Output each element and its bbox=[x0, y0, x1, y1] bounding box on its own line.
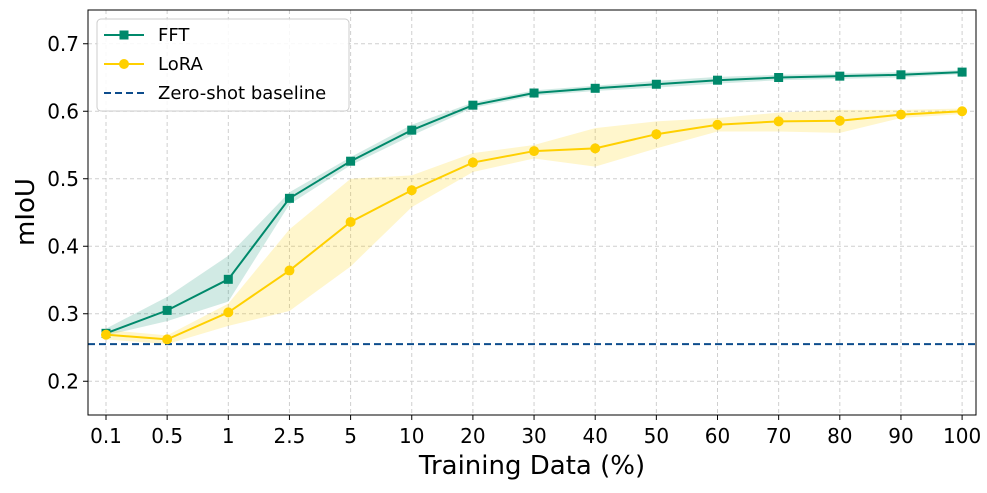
point-lora bbox=[284, 265, 295, 276]
point-fft bbox=[774, 73, 784, 82]
point-fft bbox=[468, 100, 478, 110]
series-markers bbox=[101, 67, 968, 345]
x-tick-label: 2.5 bbox=[274, 424, 306, 448]
y-tick-label: 0.3 bbox=[47, 302, 79, 326]
point-lora bbox=[345, 216, 356, 227]
point-fft bbox=[590, 83, 600, 93]
band-fft bbox=[106, 70, 963, 336]
confidence-bands bbox=[106, 70, 963, 345]
band-lora bbox=[106, 108, 963, 345]
legend-fft-marker bbox=[119, 30, 129, 40]
point-lora bbox=[712, 119, 723, 130]
y-tick-label: 0.2 bbox=[47, 369, 79, 393]
plot-frame bbox=[87, 9, 977, 416]
x-tick-label: 70 bbox=[766, 424, 791, 448]
x-tick-label: 90 bbox=[888, 424, 913, 448]
legend-lora-marker bbox=[119, 59, 129, 69]
x-tick-label: 0.1 bbox=[90, 424, 122, 448]
point-lora bbox=[529, 146, 540, 157]
point-lora bbox=[651, 129, 662, 140]
x-tick-label: 20 bbox=[460, 424, 485, 448]
x-tick-label: 60 bbox=[705, 424, 730, 448]
y-tick-label: 0.7 bbox=[47, 32, 79, 56]
point-fft bbox=[957, 67, 967, 77]
y-tick-label: 0.6 bbox=[47, 99, 79, 123]
point-fft bbox=[223, 274, 233, 284]
x-tick-label: 100 bbox=[943, 424, 981, 448]
point-lora bbox=[895, 109, 906, 120]
legend-baseline-label: Zero-shot baseline bbox=[158, 83, 326, 104]
legend-lora-label: LoRA bbox=[158, 54, 204, 75]
y-tick-label: 0.5 bbox=[47, 167, 79, 191]
x-tick-label: 80 bbox=[827, 424, 852, 448]
legend: FFT LoRA Zero-shot baseline bbox=[96, 18, 350, 112]
x-tick-label: 0.5 bbox=[151, 424, 183, 448]
point-fft bbox=[651, 79, 661, 89]
point-fft bbox=[407, 125, 417, 135]
point-lora bbox=[223, 307, 234, 318]
x-tick-label: 30 bbox=[521, 424, 546, 448]
y-tick-label: 0.4 bbox=[47, 234, 79, 258]
x-tick-label: 40 bbox=[582, 424, 607, 448]
legend-fft-label: FFT bbox=[158, 25, 190, 46]
x-tick-label: 50 bbox=[644, 424, 669, 448]
y-axis-title: mIoU bbox=[11, 178, 41, 246]
point-lora bbox=[101, 329, 111, 340]
x-tick-label: 1 bbox=[222, 424, 235, 448]
point-lora bbox=[590, 143, 601, 154]
point-lora bbox=[406, 185, 417, 196]
point-fft bbox=[162, 305, 172, 315]
point-fft bbox=[896, 70, 906, 80]
axis-ticks: 0.1 0.5 1 2.5 5 10 20 30 40 50 60 70 80 90 100 0.2 0.3 0.… bbox=[47, 32, 981, 448]
point-fft bbox=[529, 88, 539, 98]
point-lora bbox=[162, 334, 173, 345]
x-tick-label: 5 bbox=[344, 424, 357, 448]
point-lora bbox=[834, 115, 845, 126]
x-axis-title: Training Data (%) bbox=[418, 451, 645, 481]
point-fft bbox=[835, 71, 845, 81]
legend-box bbox=[96, 18, 350, 112]
point-lora bbox=[773, 116, 784, 127]
point-fft bbox=[346, 156, 356, 166]
point-fft bbox=[284, 193, 294, 203]
point-lora bbox=[957, 106, 968, 117]
x-tick-label: 10 bbox=[399, 424, 424, 448]
point-fft bbox=[713, 75, 722, 85]
point-lora bbox=[467, 157, 478, 168]
